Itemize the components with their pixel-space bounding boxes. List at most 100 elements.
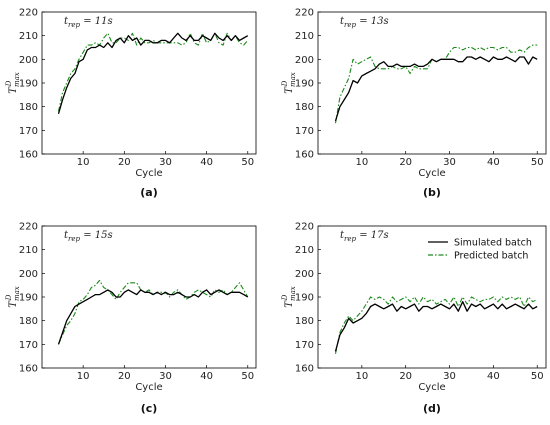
series-line-predicted-batch: [57, 32, 249, 112]
y-tick-label: 170: [19, 126, 38, 137]
y-axis-label: TmaxD: [281, 72, 297, 93]
ylabel-superscript: D: [281, 294, 289, 301]
y-tick-label: 190: [19, 293, 38, 304]
y-tick-label: 180: [295, 316, 314, 327]
x-tick-label: 30: [159, 157, 172, 168]
x-tick-label: 50: [531, 157, 544, 168]
y-tick-label: 190: [295, 79, 314, 90]
series-line-predicted-batch: [334, 296, 538, 354]
panel-caption: (b): [423, 186, 441, 199]
x-tick-label: 20: [118, 157, 131, 168]
panel-caption: (d): [423, 402, 441, 415]
plot-frame: [41, 11, 257, 155]
x-tick-label: 40: [200, 371, 213, 382]
series-line-predicted-batch: [57, 279, 249, 345]
x-tick-label: 30: [443, 371, 456, 382]
y-tick-label: 170: [295, 340, 314, 351]
y-tick-label: 160: [19, 364, 38, 375]
y-tick-label: 160: [295, 150, 314, 161]
y-tick-label: 160: [19, 150, 38, 161]
annotation-value: = 11s: [80, 16, 113, 27]
annotation-symbol: t: [64, 230, 69, 241]
x-tick-label: 10: [355, 371, 368, 382]
ylabel-superscript: D: [5, 80, 13, 87]
ylabel-subscript: max: [289, 286, 297, 301]
panel-annotation: trep = 15s: [64, 230, 113, 243]
annotation-value: = 13s: [356, 16, 389, 27]
y-axis-label: TmaxD: [5, 286, 21, 307]
x-axis-label: Cycle: [135, 168, 162, 179]
x-tick-label: 40: [487, 157, 500, 168]
x-tick-label: 10: [77, 371, 90, 382]
annotation-subscript: rep: [68, 235, 80, 243]
y-tick-label: 180: [19, 102, 38, 113]
legend: Simulated batch Predicted batch: [428, 238, 532, 262]
y-tick-label: 210: [295, 245, 314, 256]
ylabel-superscript: D: [281, 80, 289, 87]
panel-annotation: trep = 17s: [340, 230, 389, 243]
chart-panel-a: 160 170 180 190 200 210 220 10 20 30 40 50 Cycle Tmax…: [5, 8, 257, 199]
panel-caption: (c): [141, 402, 158, 415]
y-tick-label: 220: [295, 8, 314, 19]
x-axis-label: Cycle: [418, 168, 445, 179]
series-line-simulated-batch: [334, 301, 538, 352]
annotation-symbol: t: [340, 230, 345, 241]
annotation-symbol: t: [64, 16, 69, 27]
y-tick-label: 220: [295, 222, 314, 233]
x-tick-label: 40: [200, 157, 213, 168]
y-tick-label: 190: [295, 293, 314, 304]
annotation-subscript: rep: [344, 21, 356, 29]
y-tick-label: 170: [295, 126, 314, 137]
chart-panel-c: 160 170 180 190 200 210 220 10 20 30 40 50 Cycle Tmax…: [5, 222, 257, 415]
panel-caption: (a): [140, 186, 157, 199]
x-tick-label: 20: [118, 371, 131, 382]
x-tick-label: 30: [159, 371, 172, 382]
x-tick-label: 10: [355, 157, 368, 168]
annotation-subscript: rep: [68, 21, 80, 29]
y-tick-label: 180: [295, 102, 314, 113]
y-tick-label: 200: [295, 55, 314, 66]
chart-panel-d: 160 170 180 190 200 210 220 10 20 30 40 50 Cycle Tmax…: [281, 222, 547, 415]
ylabel-symbol: T: [8, 86, 19, 94]
y-tick-label: 200: [19, 269, 38, 280]
x-tick-label: 50: [241, 157, 254, 168]
series-line-simulated-batch: [57, 32, 249, 114]
y-axis-label: TmaxD: [281, 286, 297, 307]
y-tick-label: 220: [19, 8, 38, 19]
x-tick-label: 20: [399, 157, 412, 168]
panel-annotation: trep = 11s: [64, 16, 113, 29]
y-tick-label: 170: [19, 340, 38, 351]
series-line-simulated-batch: [334, 56, 538, 122]
y-tick-label: 190: [19, 79, 38, 90]
x-tick-label: 40: [487, 371, 500, 382]
legend-entry: Simulated batch: [454, 238, 532, 249]
y-tick-label: 160: [295, 364, 314, 375]
ylabel-symbol: T: [8, 300, 19, 308]
x-tick-label: 20: [399, 371, 412, 382]
y-axis-label: TmaxD: [5, 72, 21, 93]
y-tick-label: 210: [19, 31, 38, 42]
ylabel-symbol: T: [284, 300, 295, 308]
y-tick-label: 180: [19, 316, 38, 327]
plot-frame: [41, 225, 257, 369]
y-tick-label: 210: [295, 31, 314, 42]
annotation-subscript: rep: [344, 235, 356, 243]
y-tick-label: 220: [19, 222, 38, 233]
y-tick-label: 200: [295, 269, 314, 280]
legend-entry: Predicted batch: [454, 251, 528, 262]
x-tick-label: 50: [241, 371, 254, 382]
x-tick-label: 50: [531, 371, 544, 382]
ylabel-subscript: max: [13, 286, 21, 301]
series-line-simulated-batch: [57, 289, 249, 345]
annotation-symbol: t: [340, 16, 345, 27]
y-tick-label: 200: [19, 55, 38, 66]
series-line-predicted-batch: [334, 44, 538, 124]
ylabel-subscript: max: [13, 72, 21, 87]
x-tick-label: 30: [443, 157, 456, 168]
x-axis-label: Cycle: [418, 382, 445, 393]
ylabel-symbol: T: [284, 86, 295, 94]
panel-annotation: trep = 13s: [340, 16, 389, 29]
chart-panel-b: 160 170 180 190 200 210 220 10 20 30 40 50 Cycle Tmax…: [281, 8, 547, 199]
